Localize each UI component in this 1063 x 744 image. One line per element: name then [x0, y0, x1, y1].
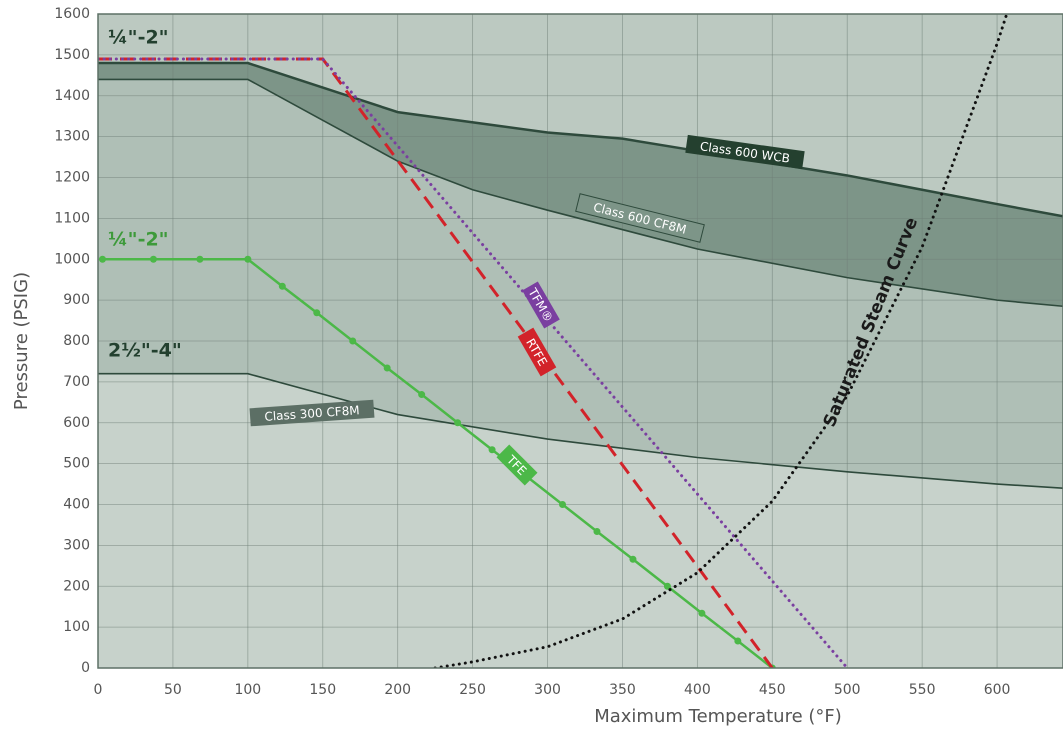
x-tick-label: 300 — [534, 682, 561, 698]
y-axis-label: Pressure (PSIG) — [11, 272, 32, 410]
data-point — [313, 309, 321, 317]
x-tick-label: 150 — [309, 682, 336, 698]
data-point — [663, 582, 671, 590]
y-tick-label: 1300 — [54, 129, 90, 145]
label-box — [249, 399, 375, 427]
data-point — [698, 609, 706, 617]
data-point — [244, 255, 252, 263]
x-tick-label: 0 — [94, 682, 103, 698]
label-box — [522, 281, 560, 329]
y-tick-label: 300 — [63, 537, 90, 553]
y-tick-label: 1600 — [54, 6, 90, 22]
y-tick-label: 1200 — [54, 170, 90, 186]
y-tick-label: 100 — [63, 619, 90, 635]
label-box — [575, 193, 705, 243]
x-tick-label: 600 — [984, 682, 1011, 698]
plot-frame — [97, 13, 1063, 669]
y-tick-label: 700 — [63, 374, 90, 390]
y-tick-label: 400 — [63, 497, 90, 513]
y-tick-label: 200 — [63, 578, 90, 594]
size-annotation: 2½"-4" — [108, 340, 182, 362]
y-tick-label: 1100 — [54, 210, 90, 226]
data-point — [488, 446, 496, 454]
y-tick-label: 1400 — [54, 88, 90, 104]
data-point — [383, 364, 391, 372]
data-point — [559, 501, 567, 508]
data-point — [98, 255, 106, 263]
y-tick-label: 800 — [63, 333, 90, 349]
y-tick-label: 600 — [63, 415, 90, 431]
data-point — [418, 391, 426, 399]
label-box — [517, 327, 557, 377]
x-axis-label: Maximum Temperature (°F) — [594, 706, 842, 727]
data-point — [629, 555, 637, 563]
y-tick-label: 1500 — [54, 47, 90, 63]
plot-area — [98, 14, 1063, 668]
x-tick-label: 450 — [759, 682, 786, 698]
region-fill — [98, 373, 1063, 668]
y-tick-label: 500 — [63, 456, 90, 472]
series-line — [98, 78, 1063, 308]
x-tick-label: 50 — [164, 682, 182, 698]
x-tick-label: 100 — [234, 682, 261, 698]
x-tick-label: 250 — [459, 682, 486, 698]
data-point — [196, 255, 204, 263]
y-tick-label: 900 — [63, 292, 90, 308]
data-point — [149, 255, 157, 263]
series-line — [98, 57, 849, 668]
x-tick-label: 550 — [909, 682, 936, 698]
x-tick-label: 500 — [834, 682, 861, 698]
data-point — [593, 527, 601, 535]
x-tick-label: 400 — [684, 682, 711, 698]
data-point — [278, 282, 286, 290]
size-annotation: ¼"-2" — [108, 27, 169, 49]
y-tick-label: 1000 — [54, 251, 90, 267]
y-tick-label: 0 — [81, 660, 90, 676]
size-annotation: ¼"-2" — [108, 229, 169, 251]
series-line — [98, 372, 1063, 489]
x-tick-label: 200 — [384, 682, 411, 698]
data-point — [734, 637, 742, 645]
series-label: Class 300 CF8M — [264, 403, 360, 424]
series-label-group: Class 300 CF8M — [249, 399, 375, 427]
data-point — [454, 419, 462, 427]
label-box — [685, 134, 805, 170]
x-tick-label: 350 — [609, 682, 636, 698]
label-box — [496, 444, 538, 486]
series-line — [98, 61, 1063, 218]
data-point — [349, 337, 357, 345]
series-line — [433, 14, 1009, 668]
